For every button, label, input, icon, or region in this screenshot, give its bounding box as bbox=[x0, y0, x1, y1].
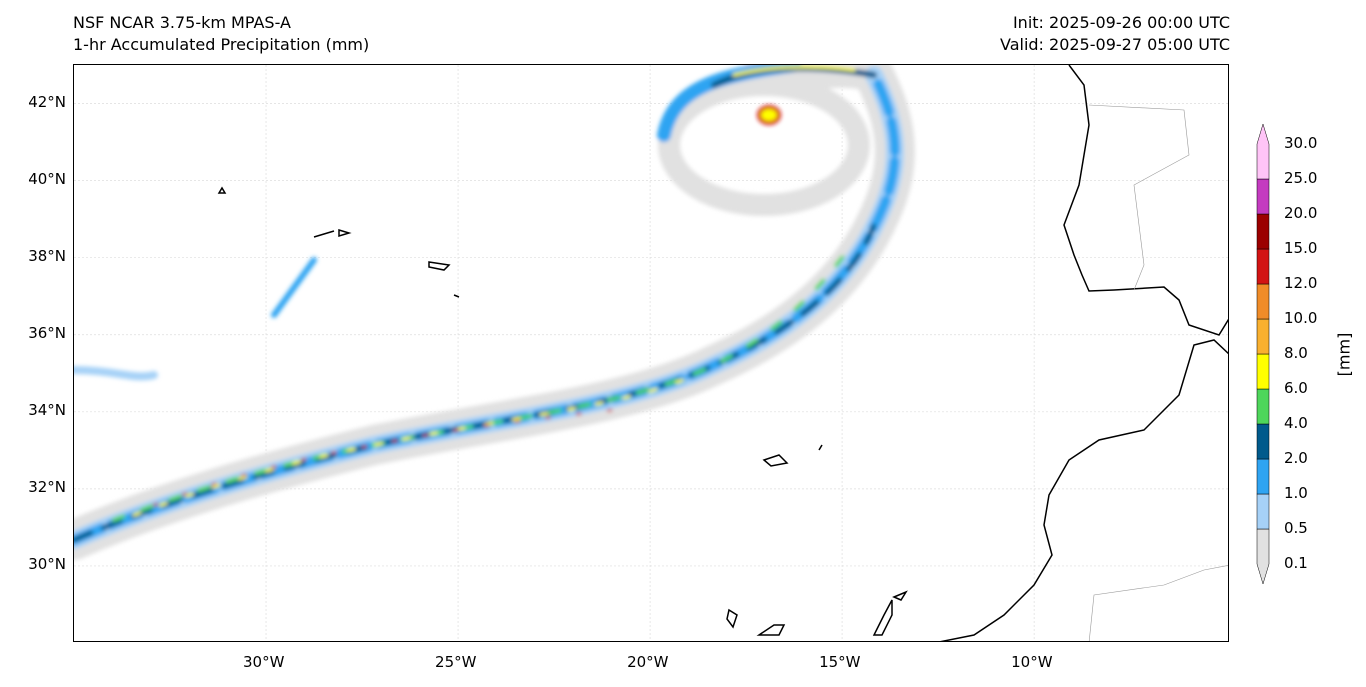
map-svg bbox=[74, 65, 1228, 641]
colorbar-level-label: 30.0 bbox=[1284, 134, 1318, 152]
colorbar-swatch bbox=[1256, 283, 1270, 320]
colorbar-level-label: 4.0 bbox=[1284, 414, 1308, 432]
gridlines bbox=[74, 65, 1228, 641]
lat-label: 40°N bbox=[28, 169, 66, 188]
model-title: NSF NCAR 3.75-km MPAS-A bbox=[73, 13, 291, 32]
colorbar-unit: [mm] bbox=[1334, 332, 1354, 377]
colorbar-swatch bbox=[1256, 318, 1270, 355]
field-title: 1-hr Accumulated Precipitation (mm) bbox=[73, 35, 370, 54]
colorbar-swatch bbox=[1256, 213, 1270, 250]
colorbar-swatch bbox=[1256, 388, 1270, 425]
colorbar-level-label: 20.0 bbox=[1284, 204, 1318, 222]
colorbar-swatch bbox=[1256, 248, 1270, 285]
colorbar-level-label: 0.1 bbox=[1284, 554, 1308, 572]
colorbar-swatch bbox=[1256, 528, 1270, 585]
valid-time: Valid: 2025-09-27 05:00 UTC bbox=[999, 35, 1230, 54]
colorbar-swatch bbox=[1256, 493, 1270, 530]
lat-label: 34°N bbox=[28, 400, 66, 419]
lon-label: 25°W bbox=[435, 653, 477, 671]
colorbar-level-label: 10.0 bbox=[1284, 309, 1318, 327]
colorbar-level-label: 1.0 bbox=[1284, 484, 1308, 502]
colorbar-level-label: 15.0 bbox=[1284, 239, 1318, 257]
lat-label: 36°N bbox=[28, 323, 66, 342]
coastlines bbox=[217, 65, 1228, 641]
colorbar-swatch bbox=[1256, 423, 1270, 460]
colorbar-level-label: 0.5 bbox=[1284, 519, 1308, 537]
lon-label: 15°W bbox=[819, 653, 861, 671]
colorbar-swatch bbox=[1256, 178, 1270, 215]
colorbar-swatch bbox=[1256, 123, 1270, 180]
lat-label: 32°N bbox=[28, 477, 66, 496]
map-plot-area[interactable] bbox=[73, 64, 1229, 642]
colorbar-level-label: 25.0 bbox=[1284, 169, 1318, 187]
lon-label: 30°W bbox=[243, 653, 285, 671]
init-time: Init: 2025-09-26 00:00 UTC bbox=[1012, 13, 1230, 32]
lat-label: 42°N bbox=[28, 92, 66, 111]
colorbar bbox=[1256, 123, 1270, 585]
lat-label: 30°N bbox=[28, 554, 66, 573]
colorbar-swatch bbox=[1256, 353, 1270, 390]
lon-label: 10°W bbox=[1011, 653, 1053, 671]
lon-label: 20°W bbox=[627, 653, 669, 671]
colorbar-level-label: 8.0 bbox=[1284, 344, 1308, 362]
colorbar-swatch bbox=[1256, 458, 1270, 495]
precipitation-field bbox=[74, 65, 915, 560]
colorbar-level-label: 12.0 bbox=[1284, 274, 1318, 292]
lat-label: 38°N bbox=[28, 246, 66, 265]
colorbar-level-label: 6.0 bbox=[1284, 379, 1308, 397]
colorbar-level-label: 2.0 bbox=[1284, 449, 1308, 467]
